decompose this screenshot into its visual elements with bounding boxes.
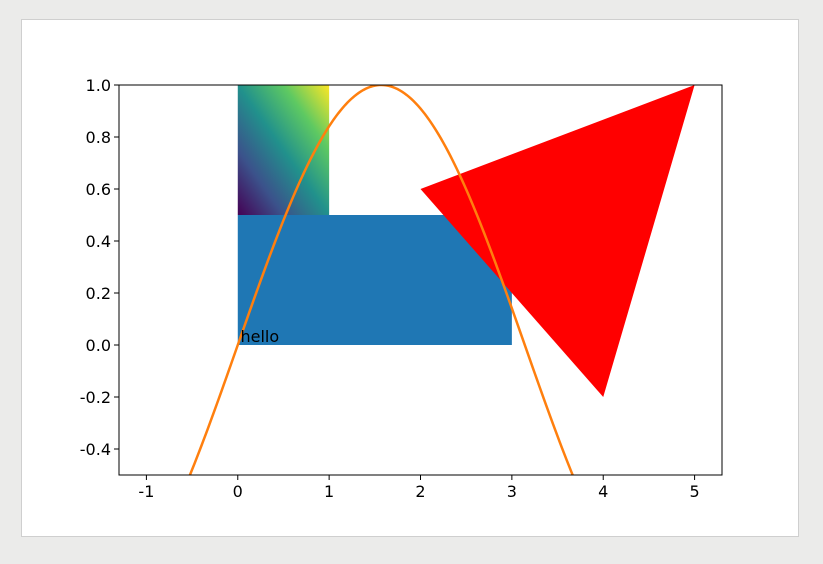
- x-tick-label: 1: [324, 482, 334, 501]
- y-tick-label: -0.4: [80, 440, 111, 459]
- x-tick-label: 3: [507, 482, 517, 501]
- y-tick-label: -0.2: [80, 388, 111, 407]
- x-tick-label: 2: [415, 482, 425, 501]
- sine-line: [188, 85, 574, 475]
- red-triangle: [420, 85, 695, 397]
- x-tick-label: 0: [233, 482, 243, 501]
- x-tick-label: 5: [689, 482, 699, 501]
- y-tick-label: 0.4: [86, 232, 111, 251]
- y-tick-label: 0.6: [86, 180, 111, 199]
- y-tick-label: 1.0: [86, 76, 111, 95]
- y-tick-label: 0.8: [86, 128, 111, 147]
- y-tick-label: 0.2: [86, 284, 111, 303]
- x-tick-label: -1: [138, 482, 154, 501]
- y-tick-label: 0.0: [86, 336, 111, 355]
- annotation-hello: hello: [241, 327, 280, 346]
- x-tick-label: 4: [598, 482, 608, 501]
